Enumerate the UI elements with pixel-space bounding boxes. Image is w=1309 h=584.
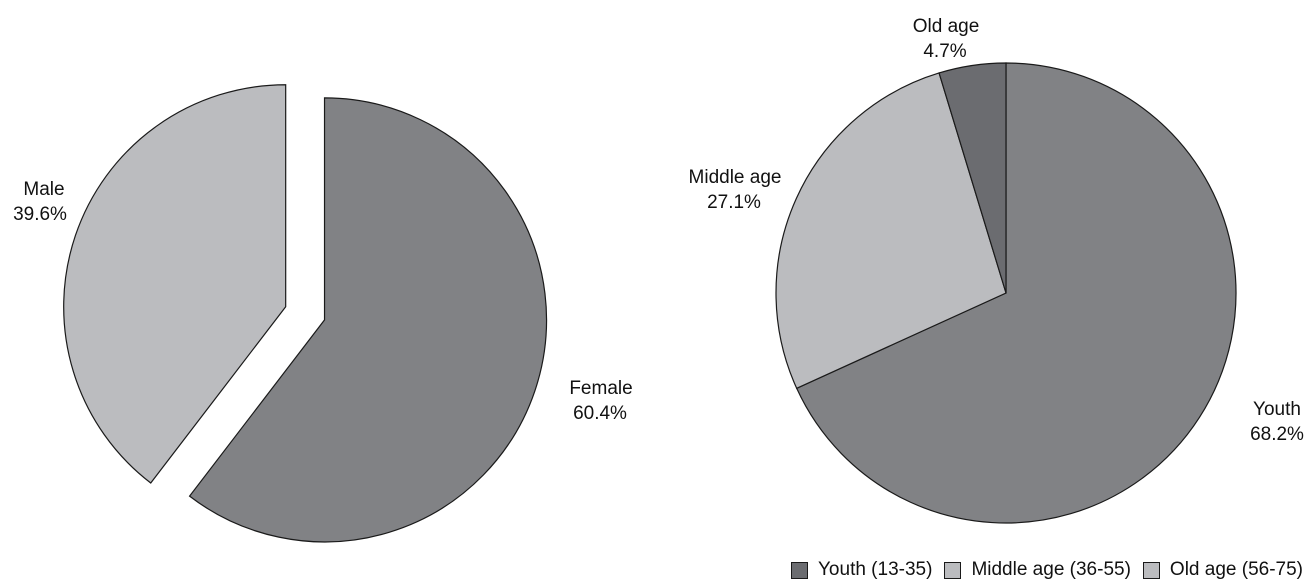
slice-percent-middle-age: 27.1% (707, 192, 761, 213)
slice-percent-youth: 68.2% (1250, 424, 1304, 445)
pie-slice-male (63, 84, 287, 484)
legend-label-old-age: Old age (56-75) (1169, 559, 1303, 580)
legend-item-middle-age: Middle age (36-55) (944, 559, 1131, 581)
pie-slice-female (188, 97, 548, 543)
slice-label-female: Female (569, 378, 632, 399)
slice-percent-female: 60.4% (573, 403, 627, 424)
gender-pie-chart (63, 84, 548, 543)
legend-label-youth: Youth (13-35) (818, 559, 933, 580)
legend-item-old-age: Old age (56-75) (1142, 559, 1303, 581)
slice-label-old-age: Old age (913, 16, 980, 37)
legend-swatch-youth (791, 561, 808, 579)
slice-percent-male: 39.6% (13, 204, 67, 225)
slice-label-middle-age: Middle age (689, 167, 782, 188)
pie-slice-old-age (938, 62, 1007, 294)
age-group-legend: Youth (13-35) Middle age (36-55) Old age… (779, 559, 1303, 581)
legend-item-youth: Youth (13-35) (791, 559, 932, 581)
pie-slice-middle-age (775, 72, 1007, 390)
pie-slice-youth (795, 62, 1237, 524)
slice-percent-old-age: 4.7% (923, 41, 966, 62)
age-group-pie-chart (775, 62, 1237, 524)
legend-swatch-old-age (1142, 561, 1160, 579)
slice-label-male: Male (23, 179, 64, 200)
legend-swatch-middle-age (944, 561, 962, 579)
legend-label-middle-age: Middle age (36-55) (971, 559, 1131, 580)
slice-label-youth: Youth (1253, 399, 1301, 420)
